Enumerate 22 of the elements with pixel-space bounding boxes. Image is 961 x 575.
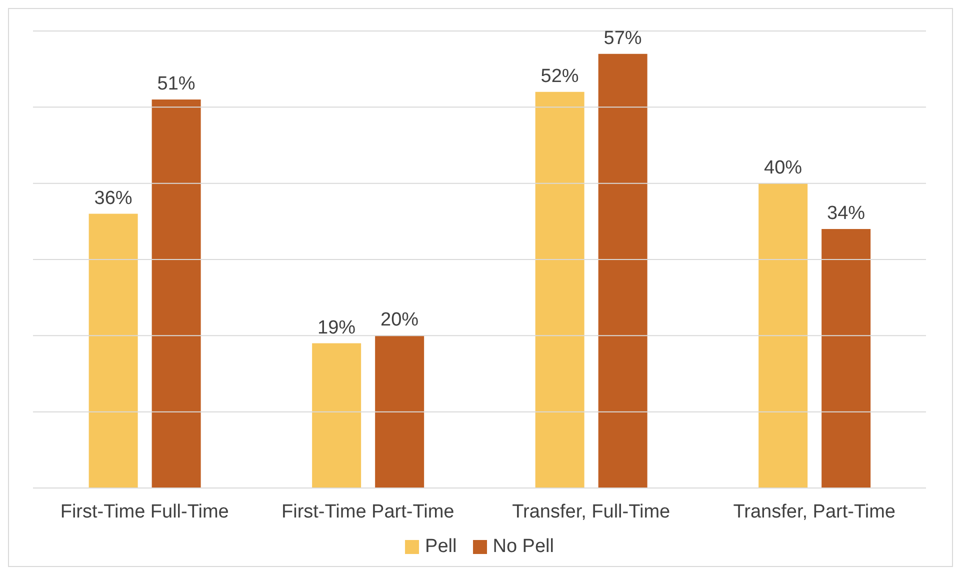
x-tick-label: First-Time Full-Time — [60, 501, 229, 522]
x-tick-label: Transfer, Full-Time — [512, 501, 670, 522]
data-label: 40% — [764, 157, 802, 178]
legend-label: No Pell — [492, 536, 554, 558]
bar — [822, 229, 871, 488]
data-label: 51% — [157, 74, 196, 95]
data-label: 57% — [604, 28, 642, 49]
data-label: 20% — [380, 310, 419, 331]
x-tick-label: Transfer, Part-Time — [733, 501, 896, 522]
data-label: 19% — [318, 317, 356, 338]
legend-label: Pell — [424, 536, 457, 558]
bar — [535, 92, 584, 488]
data-label: 34% — [827, 203, 866, 224]
bar — [88, 214, 138, 488]
bar — [598, 54, 648, 488]
bar — [375, 336, 424, 488]
x-tick-label: First-Time Part-Time — [282, 501, 454, 522]
data-label: 36% — [94, 188, 132, 209]
bar — [152, 100, 201, 488]
bar — [758, 183, 808, 488]
data-label: 52% — [540, 66, 579, 87]
bar — [312, 343, 362, 488]
